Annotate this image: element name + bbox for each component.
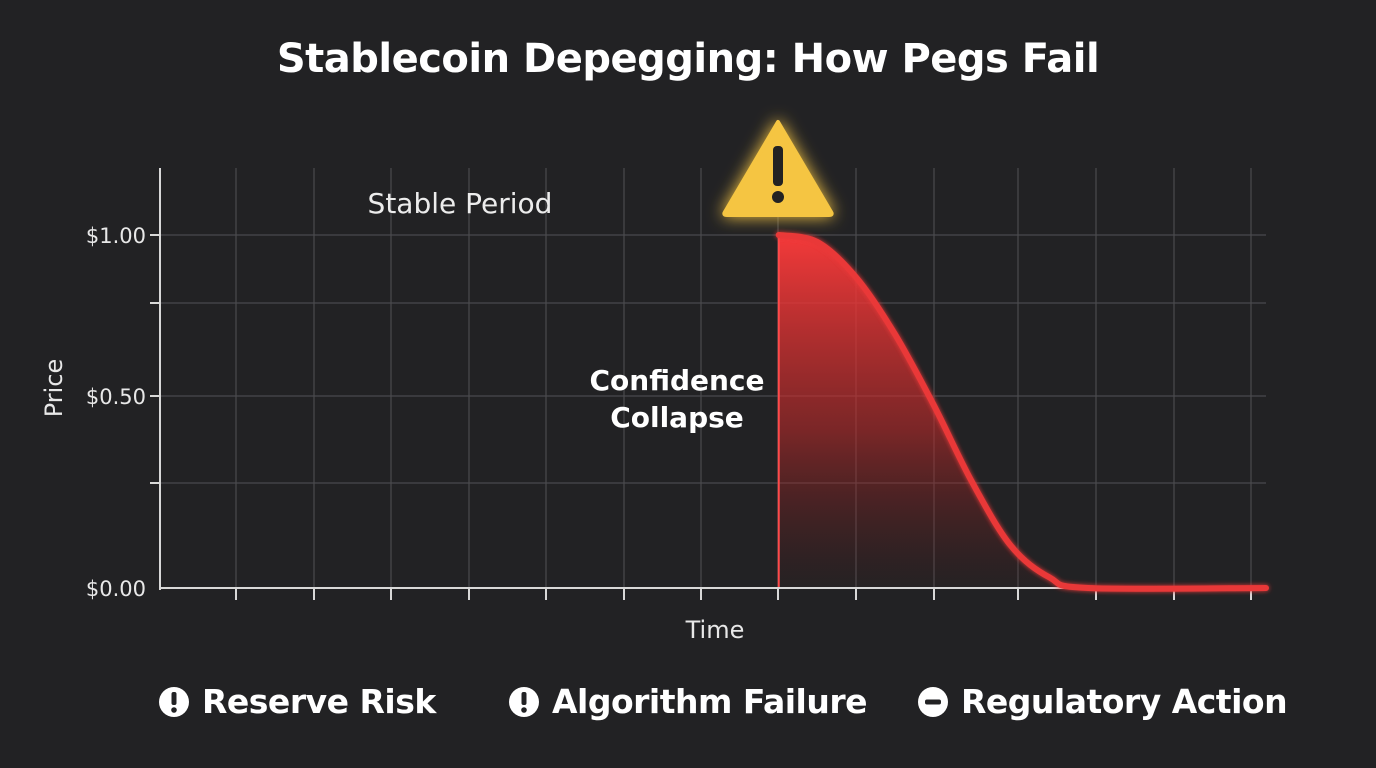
x-axis-title: Time bbox=[685, 616, 745, 644]
y-tick-label-0: $0.00 bbox=[86, 577, 146, 601]
confidence-collapse-annotation-line2: Collapse bbox=[610, 401, 744, 434]
legend-item-regulatory-action: Regulatory Action bbox=[917, 682, 1288, 721]
warning-icon bbox=[722, 120, 834, 217]
stable-period-annotation: Stable Period bbox=[368, 187, 553, 220]
exclamation-circle-icon bbox=[509, 686, 539, 717]
chart-labels: $1.00 $0.50 $0.00 Price Time Stable Peri… bbox=[40, 187, 765, 644]
collapse-line bbox=[775, 232, 1269, 592]
collapse-area bbox=[778, 235, 1266, 589]
depeg-line-chart: $1.00 $0.50 $0.00 Price Time Stable Peri… bbox=[40, 120, 1269, 644]
legend-label: Reserve Risk bbox=[202, 682, 436, 721]
confidence-collapse-annotation-line1: Confidence bbox=[589, 364, 764, 397]
page-title: Stablecoin Depegging: How Pegs Fail bbox=[276, 36, 1100, 82]
exclamation-circle-icon bbox=[159, 686, 189, 717]
y-axis-title: Price bbox=[40, 359, 68, 418]
legend-label: Regulatory Action bbox=[961, 682, 1288, 721]
legend-label: Algorithm Failure bbox=[552, 682, 868, 721]
y-tick-label-0-5: $0.50 bbox=[86, 385, 146, 409]
minus-circle-icon bbox=[918, 686, 948, 717]
series-lines bbox=[160, 232, 1269, 592]
legend-item-reserve-risk: Reserve Risk bbox=[158, 682, 436, 721]
legend-item-algorithm-failure: Algorithm Failure bbox=[508, 682, 868, 721]
y-tick-label-1: $1.00 bbox=[86, 224, 146, 248]
collapse-area-fill bbox=[777, 235, 1266, 589]
